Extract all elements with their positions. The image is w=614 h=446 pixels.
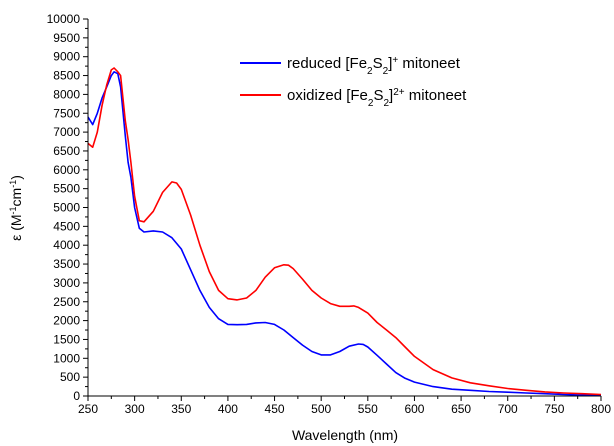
legend-label-reduced: reduced [Fe2S2]+ mitoneet <box>287 55 461 77</box>
y-tick-label: 8500 <box>53 69 80 83</box>
y-tick-label: 8000 <box>53 87 80 101</box>
y-tick-label: 3500 <box>53 257 80 271</box>
y-axis-label-sup2: -1 <box>8 180 18 188</box>
y-tick-label: 5500 <box>53 182 80 196</box>
x-tick-label: 400 <box>218 402 238 416</box>
y-tick-label: 1000 <box>53 351 80 365</box>
x-tick-label: 550 <box>358 402 378 416</box>
y-tick-label: 7000 <box>53 125 80 139</box>
y-axis-ticks: 0 500 1000 1500 2000 2500 3000 3500 4000 4500 5000… <box>47 12 88 403</box>
x-tick-label: 500 <box>311 402 331 416</box>
y-axis-label-sup1: -1 <box>8 206 18 214</box>
y-tick-label: 1500 <box>53 332 80 346</box>
x-tick-label: 300 <box>125 402 145 416</box>
y-tick-label: 0 <box>73 389 80 403</box>
legend-label-oxidized: oxidized [Fe2S2]2+ mitoneet <box>287 87 467 109</box>
y-tick-label: 3000 <box>53 276 80 290</box>
series-layer <box>87 67 602 397</box>
y-axis-label-middle: cm <box>8 188 24 207</box>
y-tick-label: 7500 <box>53 106 80 120</box>
y-axis-label-suffix: ) <box>8 175 24 180</box>
y-tick-label: 9000 <box>53 50 80 64</box>
x-tick-label: 600 <box>404 402 424 416</box>
series-line-reduced <box>87 71 602 397</box>
series-line-oxidized <box>87 67 602 396</box>
x-tick-label: 450 <box>265 402 285 416</box>
x-tick-label: 650 <box>451 402 471 416</box>
legend: reduced [Fe2S2]+ mitoneet oxidized [Fe2S… <box>240 55 467 109</box>
y-tick-label: 10000 <box>47 12 81 26</box>
x-axis-ticks: 250 300 350 400 450 500 550 600 650 700 750 800 <box>78 396 611 416</box>
y-axis-label-prefix: ε (M <box>8 214 24 240</box>
x-tick-label: 750 <box>544 402 564 416</box>
x-tick-label: 350 <box>171 402 191 416</box>
y-tick-label: 4000 <box>53 238 80 252</box>
y-axis-label: ε (M-1cm-1) <box>8 175 24 241</box>
y-tick-label: 2500 <box>53 295 80 309</box>
y-tick-label: 6000 <box>53 163 80 177</box>
y-tick-label: 9500 <box>53 31 80 45</box>
x-tick-label: 800 <box>591 402 611 416</box>
y-tick-label: 6500 <box>53 144 80 158</box>
x-axis-label: Wavelength (nm) <box>292 427 398 443</box>
y-tick-label: 4500 <box>53 219 80 233</box>
x-tick-label: 700 <box>498 402 518 416</box>
x-tick-label: 250 <box>78 402 98 416</box>
y-tick-label: 5000 <box>53 201 80 215</box>
y-tick-label: 500 <box>60 370 80 384</box>
y-tick-label: 2000 <box>53 314 80 328</box>
